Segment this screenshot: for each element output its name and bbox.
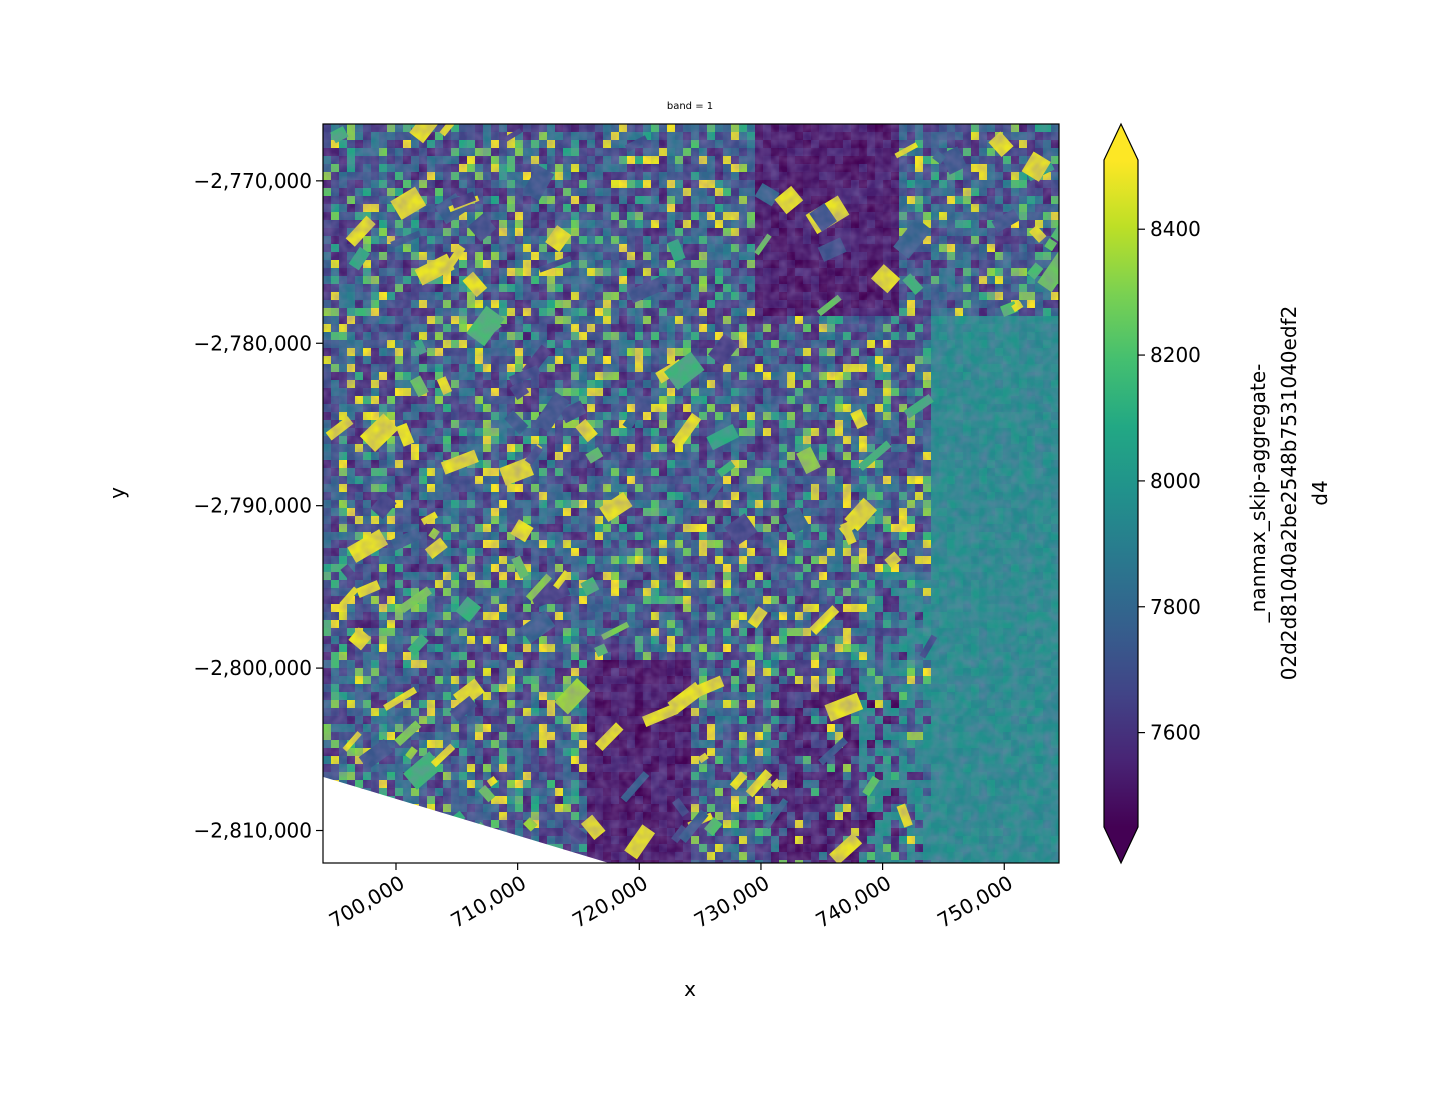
raster-image [323,124,1059,863]
chart-title: band = 1 [667,101,713,112]
